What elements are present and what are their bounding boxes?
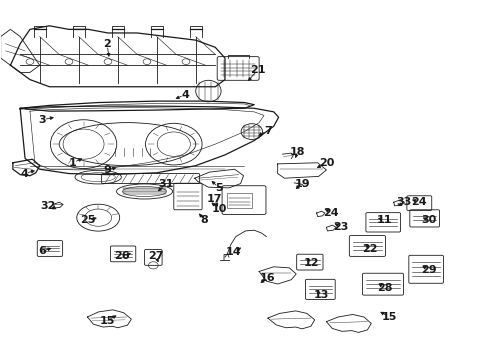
Text: 14: 14 [225,247,241,257]
Text: 16: 16 [260,273,275,283]
Text: 25: 25 [80,215,95,225]
Text: 32: 32 [41,201,56,211]
Text: 24: 24 [410,197,426,207]
Text: 17: 17 [206,194,222,204]
Text: 12: 12 [304,258,319,268]
Bar [226,193,252,208]
Text: 20: 20 [318,158,333,168]
Text: 22: 22 [362,244,377,254]
Text: 11: 11 [376,215,392,225]
Text: 10: 10 [211,204,226,215]
Text: 30: 30 [420,215,436,225]
Text: 19: 19 [294,179,309,189]
Text: 2: 2 [103,39,111,49]
Text: 13: 13 [313,291,328,301]
Text: 15: 15 [381,312,397,322]
Text: 9: 9 [103,165,111,175]
Text: 23: 23 [333,222,348,232]
Text: 3: 3 [38,115,46,125]
Text: 5: 5 [215,183,223,193]
Text: 27: 27 [148,251,163,261]
Text: 26: 26 [114,251,129,261]
Text: 21: 21 [250,64,265,75]
Text: 6: 6 [38,246,46,256]
Text: 33: 33 [396,197,411,207]
Text: 31: 31 [158,179,173,189]
Text: 4: 4 [181,90,188,100]
Text: 4: 4 [20,168,28,179]
Text: 29: 29 [420,265,436,275]
Text: 15: 15 [99,316,115,325]
Text: 1: 1 [69,158,77,168]
Text: 8: 8 [200,215,208,225]
Text: 7: 7 [264,126,271,135]
Text: 24: 24 [323,208,338,218]
Text: 18: 18 [289,147,305,157]
Text: 28: 28 [376,283,392,293]
